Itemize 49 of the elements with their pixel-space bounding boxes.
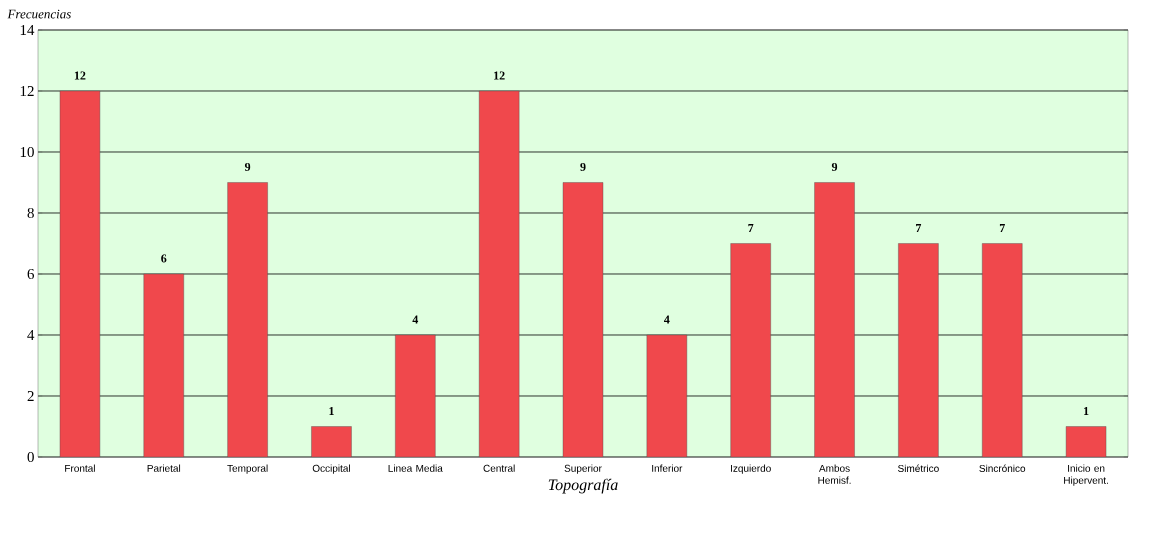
data-label: 9 — [580, 162, 586, 171]
bar — [227, 182, 268, 457]
bar — [395, 334, 436, 457]
bar — [898, 243, 939, 457]
x-tick-label: Inicio en Hipervent. — [1064, 464, 1108, 486]
y-tick-label: 14 — [20, 25, 35, 35]
x-tick-label: Superior — [564, 464, 602, 474]
x-tick-label: Linea Media — [388, 464, 443, 472]
bar — [814, 182, 855, 457]
data-label: 4 — [412, 315, 419, 324]
x-tick-label: Frontal — [65, 464, 95, 472]
x-tick-label: Ambos Hemisf. — [818, 464, 851, 484]
data-label: 7 — [748, 224, 754, 232]
y-tick-label: 6 — [27, 268, 35, 280]
x-tick-label: Parietal — [147, 464, 181, 472]
y-tick-label: 10 — [20, 146, 34, 158]
data-label: 7 — [916, 224, 922, 232]
bar — [730, 243, 771, 457]
x-axis-title: Topografía — [548, 478, 618, 494]
data-label: 12 — [74, 71, 86, 80]
bar — [646, 334, 688, 457]
y-tick-label: 0 — [27, 451, 34, 463]
bar — [143, 273, 184, 457]
bar — [478, 90, 520, 457]
y-tick-label: 4 — [27, 330, 35, 340]
y-tick-label: 8 — [27, 207, 34, 219]
bar — [562, 182, 604, 457]
data-label: 1 — [329, 407, 334, 415]
x-tick-label: Temporal — [227, 464, 268, 474]
bar — [59, 90, 101, 457]
x-tick-label: Occipital — [312, 464, 350, 474]
data-label: 9 — [244, 162, 251, 171]
bar — [311, 426, 352, 457]
data-label: 9 — [831, 162, 838, 171]
data-label: 4 — [664, 315, 670, 324]
x-tick-label: Sincrónico — [979, 464, 1026, 472]
bar — [1065, 426, 1107, 457]
data-label: 6 — [161, 254, 167, 263]
x-tick-label: Inferior — [652, 464, 683, 472]
x-tick-label: Simétrico — [898, 464, 939, 472]
x-tick-label: Central — [483, 464, 515, 472]
y-tick-label: 12 — [20, 86, 34, 96]
data-label: 12 — [494, 71, 505, 80]
bar — [982, 243, 1023, 457]
data-label: 7 — [999, 224, 1005, 232]
x-tick-label: Izquierdo — [731, 464, 771, 474]
y-axis-title: Frecuencias — [7, 9, 71, 19]
y-tick-label: 2 — [27, 391, 34, 401]
data-label: 1 — [1084, 407, 1089, 415]
